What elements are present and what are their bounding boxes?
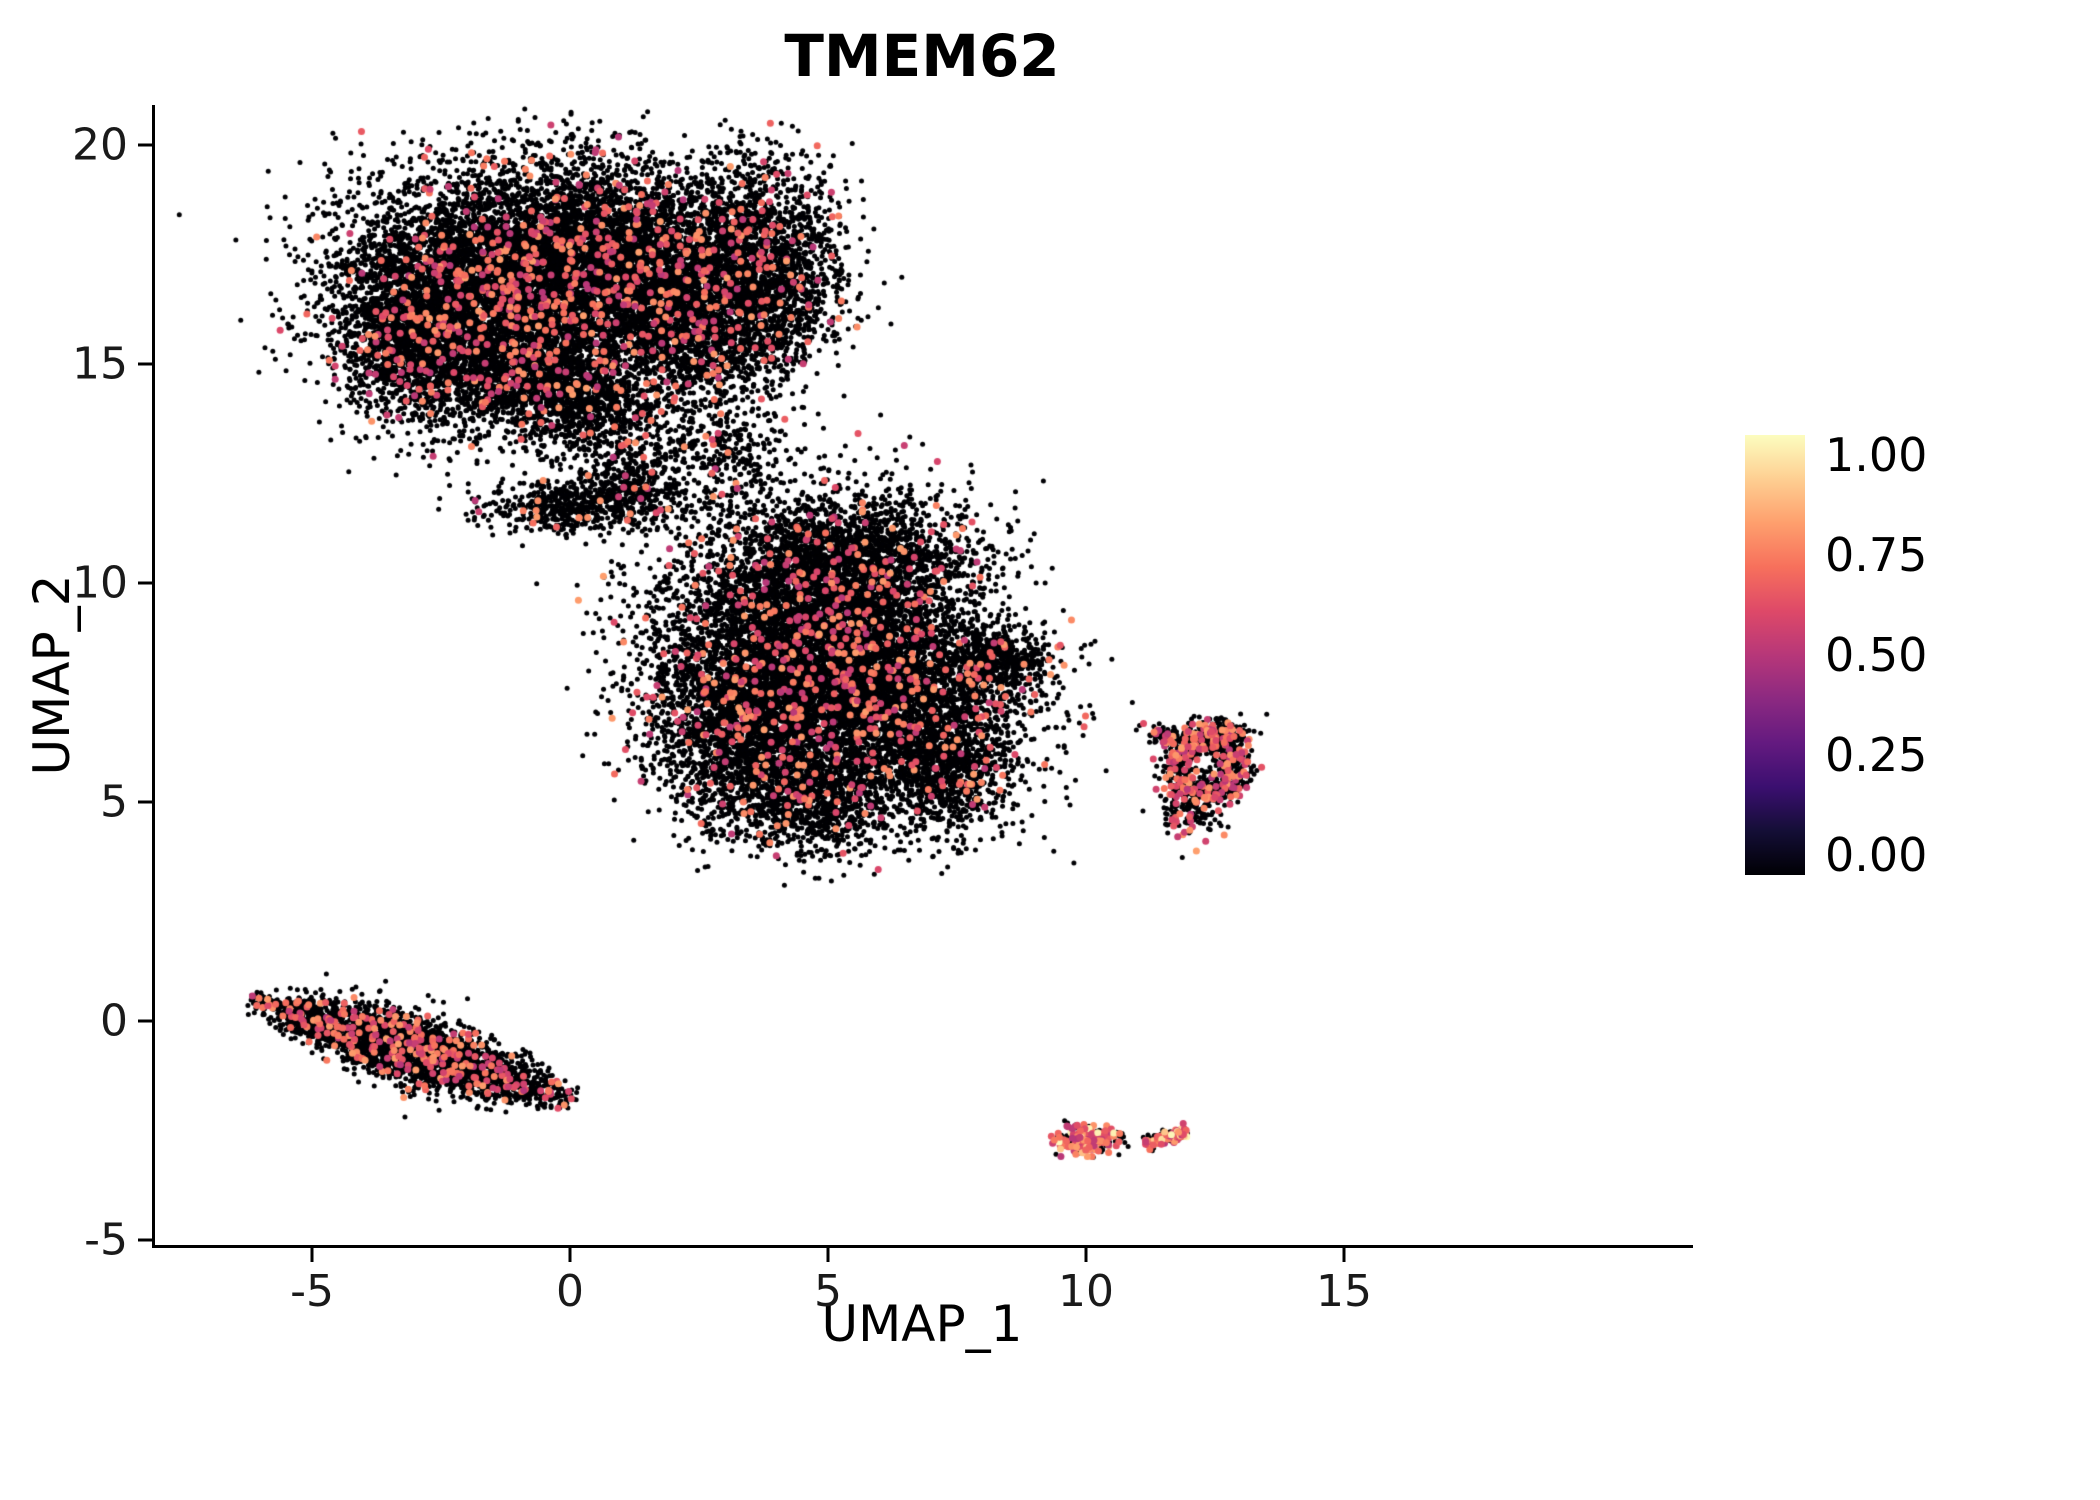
x-tick-mark bbox=[568, 1248, 572, 1262]
x-axis-line bbox=[152, 1245, 1693, 1248]
x-tick-label: -5 bbox=[290, 1266, 334, 1317]
x-axis-title: UMAP_1 bbox=[821, 1295, 1023, 1353]
y-tick-mark bbox=[138, 581, 152, 585]
colorbar-tick-label: 0.50 bbox=[1825, 628, 1928, 682]
y-tick-label: 5 bbox=[100, 776, 128, 828]
x-tick-mark bbox=[310, 1248, 314, 1262]
x-tick-label: 5 bbox=[814, 1266, 842, 1317]
x-tick-label: 0 bbox=[556, 1266, 584, 1317]
plot-title: TMEM62 bbox=[784, 22, 1060, 90]
colorbar-tick-label: 0.25 bbox=[1825, 728, 1928, 782]
y-tick-mark bbox=[138, 362, 152, 366]
x-tick-mark bbox=[1084, 1248, 1088, 1262]
y-tick-mark bbox=[138, 1238, 152, 1242]
x-tick-label: 15 bbox=[1316, 1266, 1372, 1317]
colorbar-gradient bbox=[1745, 435, 1805, 875]
y-tick-mark bbox=[138, 800, 152, 804]
x-tick-mark bbox=[826, 1248, 830, 1262]
colorbar-tick-label: 0.75 bbox=[1825, 528, 1928, 582]
y-tick-label: 10 bbox=[72, 557, 128, 609]
y-tick-label: -5 bbox=[84, 1214, 128, 1266]
y-tick-mark bbox=[138, 1019, 152, 1023]
y-tick-label: 0 bbox=[100, 995, 128, 1047]
y-tick-mark bbox=[138, 143, 152, 147]
y-tick-label: 15 bbox=[72, 338, 128, 390]
x-tick-label: 10 bbox=[1058, 1266, 1114, 1317]
y-axis-line bbox=[152, 105, 155, 1248]
colorbar-tick-label: 1.00 bbox=[1825, 428, 1928, 482]
y-tick-label: 20 bbox=[72, 119, 128, 171]
colorbar-tick-label: 0.00 bbox=[1825, 828, 1928, 882]
x-tick-mark bbox=[1342, 1248, 1346, 1262]
